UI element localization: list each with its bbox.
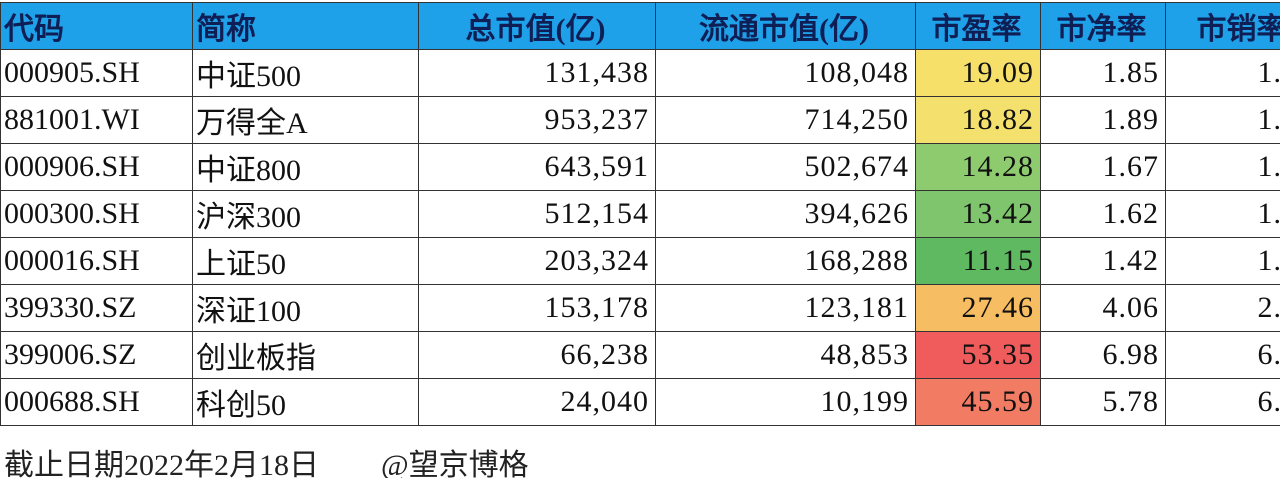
value-cell: 1.42	[1165, 190, 1280, 238]
value-cell: 1.34	[1165, 143, 1280, 191]
value-cell: 11.15	[915, 237, 1041, 285]
header-cell: 市盈率	[915, 2, 1041, 50]
value-cell: 19.09	[915, 49, 1041, 97]
value-cell: 1.85	[1040, 49, 1166, 97]
name-cell: 深证100	[192, 284, 419, 332]
name-cell: 沪深300	[192, 190, 419, 238]
value-cell: 48,853	[655, 331, 916, 379]
value-cell: 6.33	[1165, 331, 1280, 379]
code-cell: 000016.SH	[0, 237, 193, 285]
code-cell: 881001.WI	[0, 96, 193, 144]
header-cell: 流通市值(亿)	[655, 2, 916, 50]
header-cell: 简称	[192, 2, 419, 50]
valuation-table: 代码 简称 总市值(亿) 流通市值(亿) 市盈率 市净率 市销率 000905.SH 中证50…	[0, 2, 1280, 426]
value-cell: 45.59	[915, 378, 1041, 426]
table-row: 000905.SH中证500131,438108,04819.091.851.0…	[0, 49, 1280, 97]
name-cell: 创业板指	[192, 331, 419, 379]
value-cell: 10,199	[655, 378, 916, 426]
value-cell: 1.42	[1040, 237, 1166, 285]
code-cell: 399006.SZ	[0, 331, 193, 379]
value-cell: 643,591	[418, 143, 656, 191]
value-cell: 4.06	[1040, 284, 1166, 332]
header-cell: 市净率	[1040, 2, 1166, 50]
value-cell: 153,178	[418, 284, 656, 332]
value-cell: 6.72	[1165, 378, 1280, 426]
value-cell: 108,048	[655, 49, 916, 97]
date-note: 截止日期2022年2月18日	[4, 449, 319, 478]
value-cell: 1.89	[1040, 96, 1166, 144]
header-cell: 总市值(亿)	[418, 2, 656, 50]
value-cell: 512,154	[418, 190, 656, 238]
code-cell: 000688.SH	[0, 378, 193, 426]
value-cell: 27.46	[915, 284, 1041, 332]
code-cell: 000905.SH	[0, 49, 193, 97]
name-cell: 中证800	[192, 143, 419, 191]
code-cell: 000300.SH	[0, 190, 193, 238]
value-cell: 714,250	[655, 96, 916, 144]
name-cell: 万得全A	[192, 96, 419, 144]
value-cell: 24,040	[418, 378, 656, 426]
value-cell: 1.21	[1165, 237, 1280, 285]
value-cell: 131,438	[418, 49, 656, 97]
value-cell: 953,237	[418, 96, 656, 144]
table-body: 000905.SH中证500131,438108,04819.091.851.0…	[0, 49, 1280, 426]
value-cell: 6.98	[1040, 331, 1166, 379]
table-row: 000300.SH沪深300512,154394,62613.421.621.4…	[0, 190, 1280, 238]
code-cell: 000906.SH	[0, 143, 193, 191]
header-row: 代码 简称 总市值(亿) 流通市值(亿) 市盈率 市净率 市销率	[0, 2, 1280, 50]
header-cell: 市销率	[1165, 2, 1280, 50]
value-cell: 123,181	[655, 284, 916, 332]
table-row: 000906.SH中证800643,591502,67414.281.671.3…	[0, 143, 1280, 191]
value-cell: 18.82	[915, 96, 1041, 144]
name-cell: 上证50	[192, 237, 419, 285]
value-cell: 394,626	[655, 190, 916, 238]
value-cell: 1.48	[1165, 96, 1280, 144]
source-note: @望京博格	[381, 449, 529, 478]
value-cell: 66,238	[418, 331, 656, 379]
value-cell: 502,674	[655, 143, 916, 191]
value-cell: 1.62	[1040, 190, 1166, 238]
footer: 截止日期2022年2月18日 @望京博格	[4, 440, 529, 478]
value-cell: 2.83	[1165, 284, 1280, 332]
code-cell: 399330.SZ	[0, 284, 193, 332]
name-cell: 中证500	[192, 49, 419, 97]
header-cell: 代码	[0, 2, 193, 50]
value-cell: 13.42	[915, 190, 1041, 238]
value-cell: 168,288	[655, 237, 916, 285]
table-row: 399330.SZ深证100153,178123,18127.464.062.8…	[0, 284, 1280, 332]
value-cell: 53.35	[915, 331, 1041, 379]
value-cell: 1.09	[1165, 49, 1280, 97]
value-cell: 203,324	[418, 237, 656, 285]
name-cell: 科创50	[192, 378, 419, 426]
value-cell: 5.78	[1040, 378, 1166, 426]
value-cell: 14.28	[915, 143, 1041, 191]
value-cell: 1.67	[1040, 143, 1166, 191]
